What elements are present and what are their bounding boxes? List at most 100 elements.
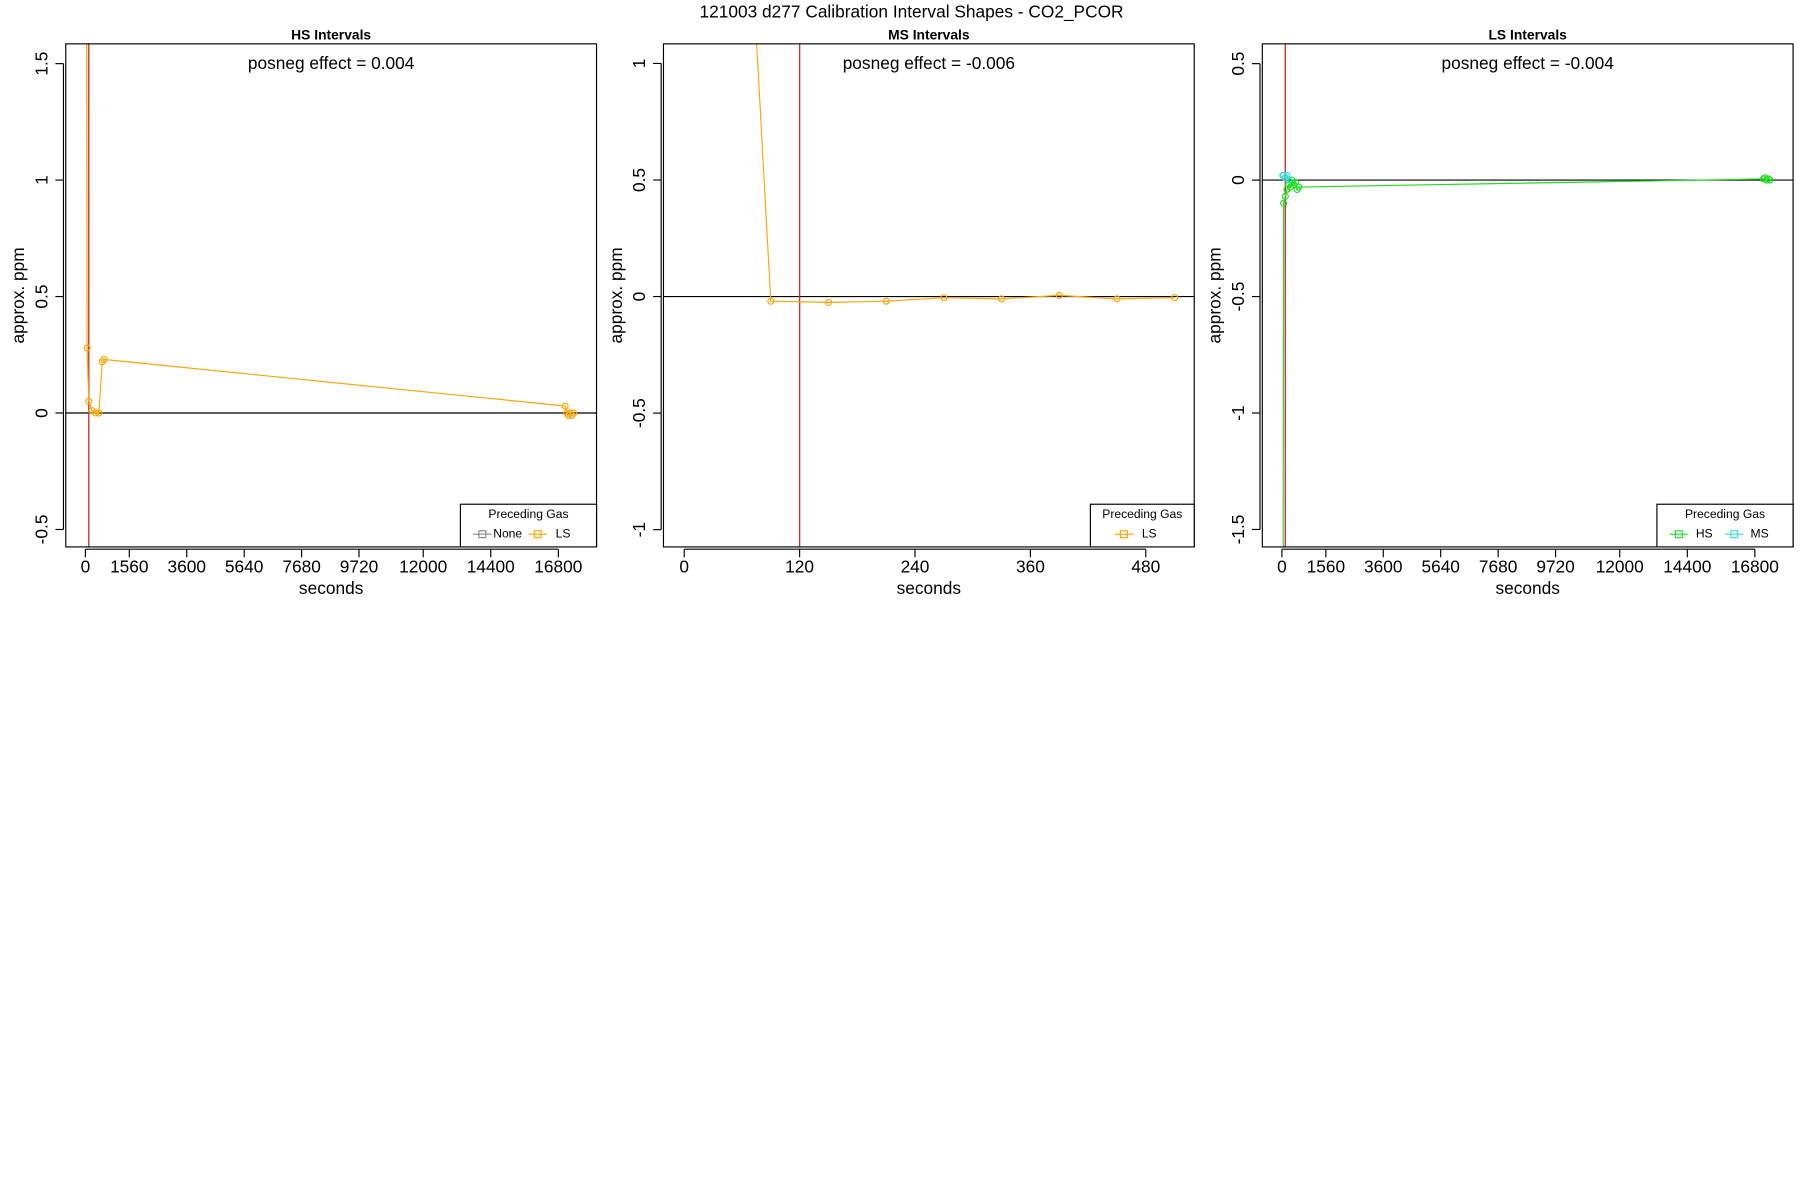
legend-box bbox=[459, 503, 598, 548]
data-point bbox=[1113, 295, 1121, 303]
x-tick-label: 3600 bbox=[1364, 556, 1402, 576]
x-tick-label: 5640 bbox=[1421, 556, 1459, 576]
legend-key-marker bbox=[1119, 530, 1128, 539]
annotation: posneg effect = -0.006 bbox=[843, 53, 1015, 73]
x-tick-label: 16800 bbox=[1731, 556, 1779, 576]
series-line bbox=[756, 43, 1175, 303]
x-tick-label: 7680 bbox=[282, 556, 320, 576]
x-tick-label: 16800 bbox=[534, 556, 582, 576]
data-point bbox=[1281, 192, 1289, 200]
figure-title: 121003 d277 Calibration Interval Shapes … bbox=[700, 1, 1124, 21]
y-tick-label: 0 bbox=[1228, 175, 1248, 185]
x-tick-label: 14400 bbox=[1663, 556, 1711, 576]
y-axis-label: approx. ppm bbox=[606, 247, 626, 343]
legend-key-marker bbox=[533, 530, 542, 539]
data-point bbox=[1766, 176, 1774, 184]
plot-frame bbox=[65, 43, 598, 548]
panel-title: MS Intervals bbox=[888, 26, 970, 42]
x-tick-label: 12000 bbox=[399, 556, 447, 576]
x-tick-label: 0 bbox=[1277, 556, 1287, 576]
legend-label: LS bbox=[556, 526, 571, 540]
data-point bbox=[95, 409, 103, 417]
legend-label: HS bbox=[1696, 526, 1713, 540]
x-tick-label: 0 bbox=[679, 556, 689, 576]
y-tick-label: 0 bbox=[629, 292, 649, 302]
x-tick-label: 360 bbox=[1016, 556, 1045, 576]
data-point bbox=[882, 297, 890, 305]
legend-label: LS bbox=[1142, 526, 1157, 540]
data-point bbox=[1055, 291, 1063, 299]
data-point bbox=[824, 298, 833, 306]
plot-area bbox=[65, 43, 597, 547]
x-tick-label: 14400 bbox=[467, 556, 515, 576]
x-tick-label: 1560 bbox=[110, 556, 148, 576]
legend-key-marker bbox=[1730, 530, 1739, 539]
data-point bbox=[1280, 199, 1288, 207]
x-tick-label: 240 bbox=[901, 556, 930, 576]
x-tick-label: 12000 bbox=[1596, 556, 1644, 576]
data-point bbox=[1280, 876, 1286, 882]
data-point bbox=[1291, 178, 1300, 187]
data-point bbox=[1283, 171, 1291, 180]
data-point bbox=[1763, 176, 1771, 184]
data-point bbox=[1171, 294, 1179, 302]
x-tick-label: 120 bbox=[785, 556, 814, 576]
y-axis-label: approx. ppm bbox=[8, 247, 28, 343]
x-tick-label: 7680 bbox=[1479, 556, 1517, 576]
panel-title: HS Intervals bbox=[291, 26, 371, 42]
x-tick-label: 0 bbox=[81, 556, 91, 576]
y-tick-label: -1.5 bbox=[1228, 515, 1248, 545]
data-point bbox=[1295, 183, 1303, 191]
plot-frame bbox=[1261, 43, 1794, 548]
legend-key-marker bbox=[478, 530, 487, 539]
data-point bbox=[83, 344, 91, 352]
data-point bbox=[1764, 175, 1772, 183]
x-axis-label: seconds bbox=[897, 578, 962, 598]
y-tick-label: 0.5 bbox=[31, 285, 51, 309]
data-point bbox=[100, 355, 108, 364]
legend-title: Preceding Gas bbox=[1102, 507, 1182, 521]
y-tick-label: -0.5 bbox=[629, 398, 649, 428]
y-tick-label: -1 bbox=[629, 522, 649, 537]
data-point bbox=[569, 409, 578, 417]
annotation: posneg effect = -0.004 bbox=[1442, 53, 1615, 73]
y-tick-label: -0.5 bbox=[31, 515, 51, 545]
legend-key-marker bbox=[1674, 530, 1683, 539]
panel-title: LS Intervals bbox=[1488, 26, 1567, 42]
legend-label: None bbox=[493, 526, 522, 540]
y-tick-label: 0.5 bbox=[1228, 52, 1248, 76]
data-point bbox=[997, 295, 1006, 303]
legend-label: MS bbox=[1751, 526, 1769, 540]
data-point bbox=[561, 402, 569, 410]
x-axis-label: seconds bbox=[1495, 578, 1560, 598]
y-tick-label: 1 bbox=[629, 59, 649, 69]
x-axis-label: seconds bbox=[299, 578, 364, 598]
x-tick-label: 480 bbox=[1131, 556, 1160, 576]
y-tick-label: 1.5 bbox=[31, 52, 51, 76]
legend-box bbox=[1656, 503, 1794, 548]
y-axis-label: approx. ppm bbox=[1205, 247, 1225, 343]
legend-title: Preceding Gas bbox=[1685, 507, 1765, 521]
legend-title: Preceding Gas bbox=[488, 507, 568, 521]
x-tick-label: 9720 bbox=[1536, 556, 1574, 576]
y-tick-label: 1 bbox=[31, 175, 51, 185]
data-point bbox=[940, 294, 948, 302]
data-point bbox=[1285, 176, 1293, 184]
x-tick-label: 5640 bbox=[225, 556, 263, 576]
data-point bbox=[1759, 175, 1767, 183]
y-tick-label: -0.5 bbox=[1228, 282, 1248, 312]
y-tick-label: -1 bbox=[1228, 405, 1248, 420]
x-tick-label: 3600 bbox=[167, 556, 205, 576]
x-tick-label: 9720 bbox=[340, 556, 378, 576]
x-tick-label: 1560 bbox=[1307, 556, 1345, 576]
y-tick-label: 0 bbox=[31, 408, 51, 418]
data-point bbox=[85, 397, 93, 405]
data-point bbox=[91, 409, 100, 417]
plot-frame bbox=[662, 43, 1195, 548]
legend-box bbox=[1089, 503, 1195, 548]
plot-area bbox=[663, 43, 1195, 547]
plot-area bbox=[1262, 43, 1794, 882]
annotation: posneg effect = 0.004 bbox=[248, 53, 415, 73]
